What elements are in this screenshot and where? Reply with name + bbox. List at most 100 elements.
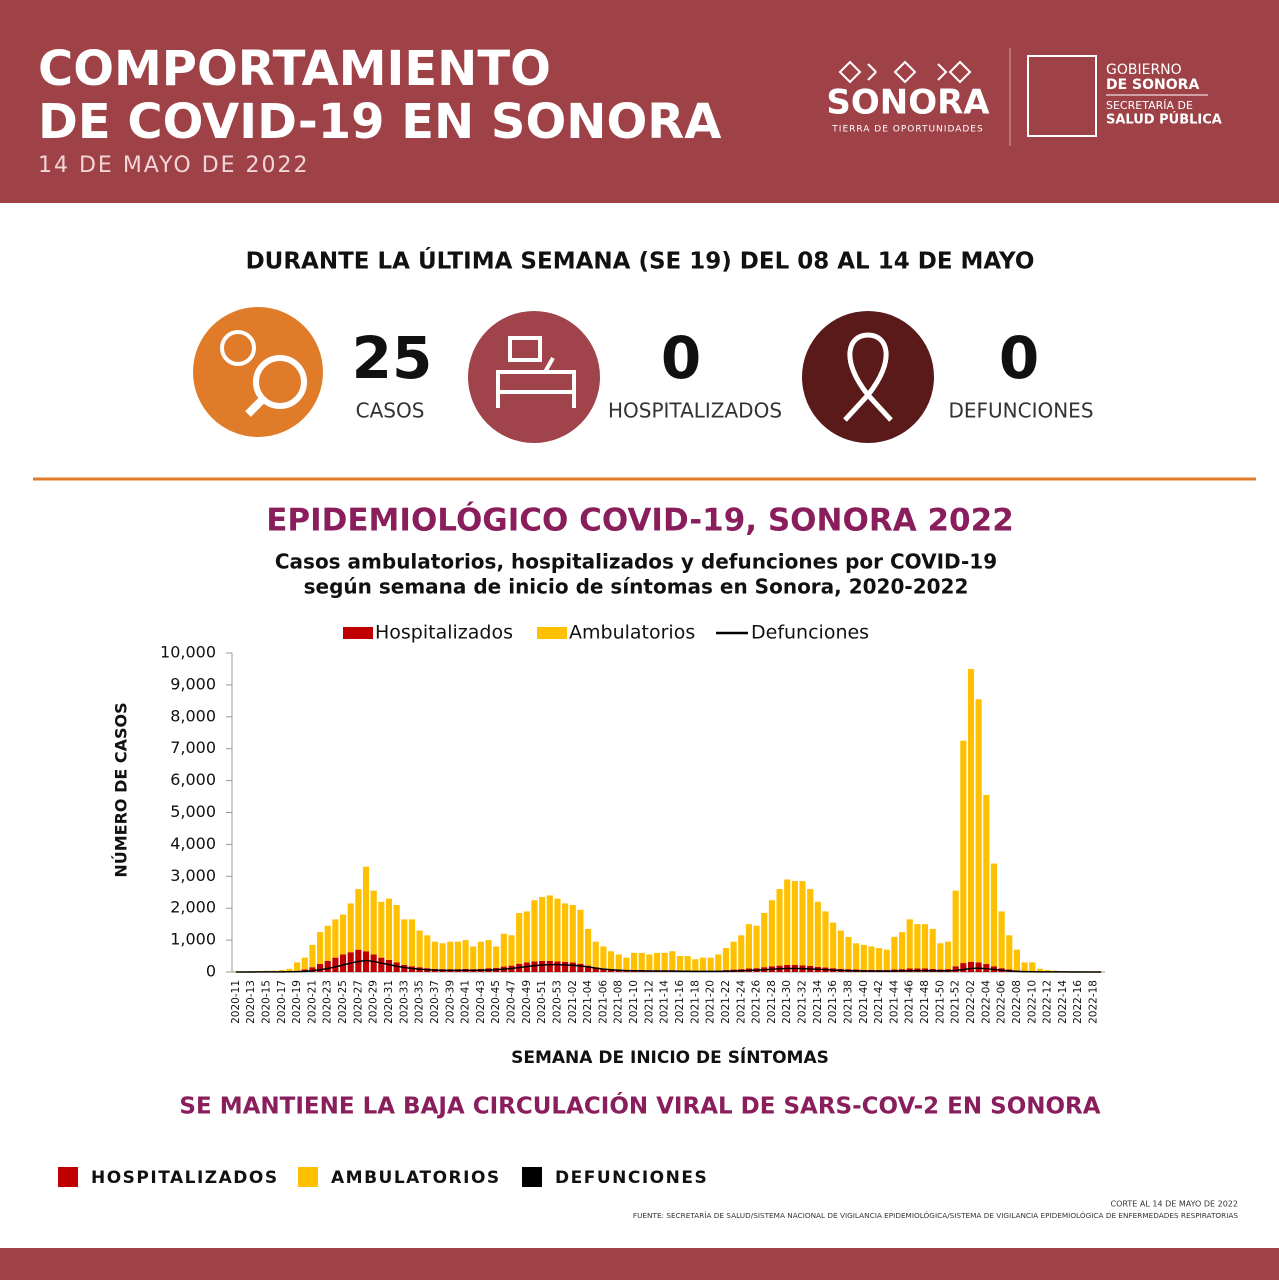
- bar: [500, 933, 507, 967]
- bar: [569, 962, 576, 972]
- bar: [715, 954, 722, 971]
- x-tick-label: 2021-24: [735, 980, 747, 1024]
- x-tick-label: 2021-26: [751, 980, 763, 1024]
- sec-line: SECRETARÍA DE: [1106, 99, 1193, 112]
- bar: [975, 699, 982, 963]
- bar: [585, 928, 592, 966]
- x-tick-label: 2021-18: [689, 980, 701, 1024]
- bar: [317, 932, 324, 965]
- bar: [401, 919, 408, 965]
- legend-swatch: [537, 627, 567, 639]
- bar: [860, 944, 867, 970]
- bar: [339, 914, 347, 955]
- bar: [516, 912, 523, 964]
- x-tick-label: 2021-32: [797, 980, 809, 1024]
- x-tick-label: 2022-16: [1072, 980, 1084, 1024]
- x-tick-label: 2020-33: [398, 980, 410, 1024]
- bar: [1044, 970, 1051, 972]
- bar: [646, 954, 653, 971]
- bar: [745, 924, 752, 969]
- x-tick-label: 2022-12: [1042, 980, 1054, 1024]
- bar: [339, 954, 347, 972]
- ribbon-icon: [843, 332, 893, 422]
- bar: [845, 936, 852, 970]
- bar: [408, 919, 416, 967]
- bar: [600, 946, 607, 969]
- bar: [883, 949, 890, 970]
- x-tick-label: 2020-25: [337, 980, 349, 1024]
- bar: [608, 969, 615, 972]
- bar: [347, 903, 354, 953]
- stat-label: CASOS: [356, 399, 425, 423]
- bar: [378, 957, 385, 972]
- bar: [937, 943, 944, 970]
- magnifier: [245, 395, 267, 417]
- bar: [967, 961, 975, 972]
- y-tick-label: 0: [206, 962, 216, 981]
- x-tick-label: 2021-46: [904, 980, 916, 1024]
- bar: [692, 959, 699, 971]
- x-tick-label: 2021-08: [613, 980, 625, 1024]
- x-tick-label: 2020-39: [444, 980, 456, 1024]
- bar: [921, 924, 929, 969]
- bar: [317, 964, 324, 972]
- virus: [220, 330, 256, 366]
- bar: [1013, 949, 1020, 971]
- bar: [983, 794, 990, 965]
- title-line: DE COVID-19 EN SONORA: [38, 94, 721, 150]
- x-tick-label: 2022-08: [1011, 980, 1023, 1024]
- x-tick-label: 2021-28: [766, 980, 778, 1024]
- bar: [585, 965, 592, 972]
- bar: [294, 962, 301, 971]
- x-tick-label: 2022-10: [1026, 980, 1038, 1024]
- title-line: COMPORTAMIENTO: [38, 41, 551, 97]
- x-tick-label: 2021-48: [919, 980, 931, 1024]
- icon-circle: [802, 311, 934, 443]
- bar: [385, 898, 393, 960]
- legend-swatch: [343, 627, 373, 639]
- x-tick-label: 2022-14: [1057, 980, 1069, 1024]
- bar: [868, 946, 875, 970]
- header-band: [0, 0, 1279, 203]
- bar: [332, 957, 339, 972]
- y-tick-label: 10,000: [160, 643, 216, 662]
- y-tick-label: 5,000: [170, 802, 216, 821]
- x-tick-label: 2020-47: [506, 980, 518, 1024]
- bar: [707, 957, 714, 971]
- chart-title: EPIDEMIOLÓGICO COVID-19, SONORA 2022: [266, 502, 1014, 539]
- x-tick-label: 2020-19: [291, 980, 303, 1024]
- x-tick-label: 2021-34: [812, 980, 824, 1024]
- x-axis-label: SEMANA DE INICIO DE SÍNTOMAS: [511, 1046, 829, 1068]
- stat-value: 25: [352, 324, 433, 392]
- x-tick-label: 2020-53: [551, 980, 563, 1024]
- bar: [738, 935, 745, 970]
- message: SE MANTIENE LA BAJA CIRCULACIÓN VIRAL DE…: [179, 1092, 1100, 1120]
- bar: [477, 941, 484, 969]
- logo-tagline: TIERRA DE OPORTUNIDADES: [831, 125, 983, 135]
- bar: [807, 889, 814, 966]
- bar: [630, 952, 638, 971]
- bar: [684, 956, 691, 971]
- bed-icon: [496, 336, 576, 408]
- bar: [508, 935, 515, 966]
- bar: [1006, 935, 1013, 970]
- bar: [562, 903, 569, 962]
- bar: [944, 941, 952, 970]
- bar: [447, 941, 454, 970]
- bar: [608, 951, 615, 970]
- legend-label: Hospitalizados: [375, 622, 513, 644]
- logo-pattern: [838, 60, 972, 84]
- x-tick-label: 2020-21: [306, 980, 318, 1024]
- x-tick-label: 2020-35: [414, 980, 426, 1024]
- y-tick-label: 4,000: [170, 834, 216, 853]
- x-tick-label: 2021-38: [842, 980, 854, 1024]
- gov-line: GOBIERNO: [1106, 62, 1182, 78]
- x-tick-label: 2021-42: [873, 980, 885, 1024]
- legend-swatch: [298, 1167, 318, 1187]
- bar: [623, 957, 630, 971]
- x-tick-label: 2020-41: [460, 980, 472, 1024]
- y-tick-label: 6,000: [170, 770, 216, 789]
- bar: [906, 919, 913, 969]
- bar: [952, 890, 959, 967]
- legend-label: Defunciones: [751, 622, 869, 644]
